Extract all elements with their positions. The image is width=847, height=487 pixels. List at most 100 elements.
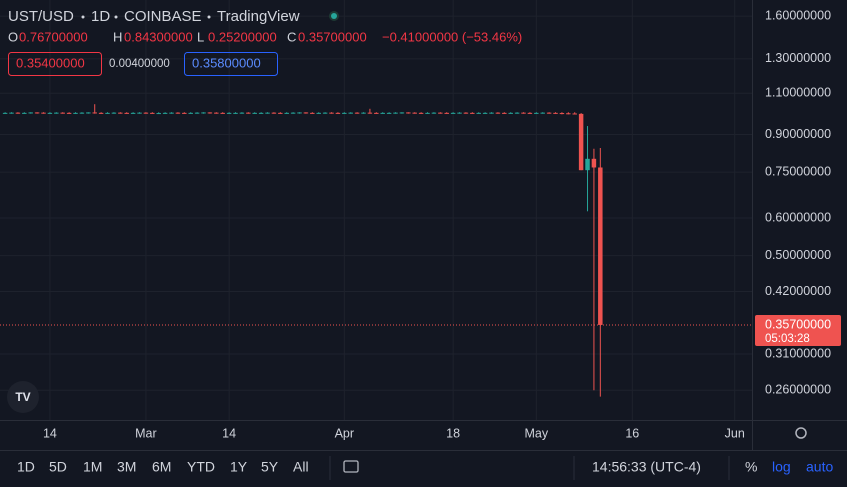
- candle-body: [546, 112, 552, 114]
- scale-option[interactable]: %: [745, 459, 757, 475]
- source: TradingView: [217, 8, 300, 25]
- range-button[interactable]: 5Y: [261, 459, 279, 475]
- scale-option[interactable]: auto: [806, 459, 833, 475]
- candle-body: [367, 112, 373, 114]
- candle-body: [66, 112, 72, 114]
- candle-body: [15, 112, 21, 114]
- range-button[interactable]: YTD: [187, 459, 215, 475]
- x-tick-label: Jun: [725, 426, 745, 440]
- ohlc-value: 0.35700000: [298, 29, 367, 44]
- y-tick-label: 0.31000000: [765, 346, 831, 360]
- candle-body: [233, 112, 238, 114]
- ohlc-key: O: [8, 29, 18, 44]
- logo[interactable]: TV: [15, 390, 30, 404]
- candle-body: [534, 112, 539, 114]
- candle-body: [86, 112, 91, 114]
- last-price-label: 0.35700000: [765, 318, 831, 332]
- candle-body: [111, 112, 117, 114]
- candle-body: [22, 112, 27, 114]
- candle-body: [540, 112, 545, 114]
- range-button[interactable]: All: [293, 459, 309, 475]
- candle-body: [265, 112, 270, 114]
- date-range-icon[interactable]: [343, 460, 359, 473]
- range-button[interactable]: 1M: [83, 459, 102, 475]
- candle-body: [348, 112, 353, 114]
- ask-box[interactable]: [184, 52, 278, 76]
- x-tick-label: May: [525, 426, 549, 440]
- candle-body: [585, 158, 590, 171]
- candle-body: [105, 112, 110, 114]
- interval: 1D: [91, 8, 110, 25]
- candle-body: [495, 112, 501, 114]
- ohlc-value: 0.84300000: [124, 29, 193, 44]
- x-tick-label: 16: [625, 426, 639, 440]
- logo-bg[interactable]: [7, 381, 39, 413]
- candle-body: [457, 112, 462, 114]
- range-button[interactable]: 6M: [152, 459, 171, 475]
- settings-icon[interactable]: [795, 427, 807, 439]
- x-tick-label: 14: [222, 426, 236, 440]
- candle-body: [34, 112, 40, 114]
- scale-option[interactable]: log: [772, 459, 791, 475]
- candle-body: [521, 112, 526, 114]
- bid[interactable]: 0.35400000: [16, 55, 85, 70]
- symbol: UST/USD: [8, 8, 74, 25]
- candle-body: [342, 112, 347, 114]
- candle-body: [130, 112, 136, 114]
- grid: [0, 0, 752, 420]
- candle-body: [559, 113, 565, 115]
- candle-body: [47, 112, 53, 114]
- candle-body: [169, 112, 174, 114]
- ohlc-key: H: [113, 29, 122, 44]
- candle-body: [175, 112, 181, 114]
- candle-body: [418, 112, 424, 114]
- candle-body: [598, 167, 603, 325]
- x-tick-label: 14: [43, 426, 57, 440]
- bid-box[interactable]: [8, 52, 102, 76]
- y-tick-label: 1.60000000: [765, 8, 831, 22]
- range-button[interactable]: 1D: [17, 459, 35, 475]
- candle-body: [335, 112, 341, 114]
- candle-body: [28, 112, 33, 114]
- candle-body: [150, 112, 155, 114]
- ohlc-key: C: [287, 29, 296, 44]
- candle-body: [591, 158, 597, 168]
- candle-body: [322, 112, 328, 114]
- x-tick-label: Mar: [135, 426, 157, 440]
- toolbar: 1D 5D 1M 3M 6M YTD 1Y 5Y All 14:56:33 (UTC-4)% log…: [17, 459, 833, 475]
- candle-body: [2, 112, 8, 114]
- ohlc-value: 0.25200000: [208, 29, 277, 44]
- candle-body: [374, 112, 379, 114]
- candle-body: [508, 112, 513, 114]
- candle-body: [290, 112, 296, 114]
- ask[interactable]: 0.35800000: [192, 55, 261, 70]
- candle-body: [399, 112, 405, 114]
- candle-body: [92, 112, 97, 114]
- separator-dot: [114, 15, 118, 19]
- candle-body: [156, 113, 161, 115]
- candle-body: [246, 112, 251, 114]
- candle-body: [9, 112, 14, 114]
- separator-dot: [207, 15, 211, 19]
- candle-body: [162, 112, 168, 114]
- candle-body: [502, 112, 507, 114]
- candle-body: [303, 112, 309, 114]
- range-button[interactable]: 5D: [49, 459, 67, 475]
- candle-body: [361, 112, 366, 114]
- candle-body: [450, 112, 456, 114]
- candle-body: [124, 112, 129, 114]
- candle-body: [329, 112, 334, 114]
- range-button[interactable]: 1Y: [230, 459, 248, 475]
- range-button[interactable]: 3M: [117, 459, 136, 475]
- candle-body: [380, 112, 385, 114]
- separator-dot: [81, 15, 85, 19]
- x-tick-label: Apr: [335, 426, 354, 440]
- candle-body: [118, 112, 123, 114]
- candle-body: [470, 112, 475, 114]
- ohlc-value: 0.76700000: [19, 29, 88, 44]
- candle-body: [252, 112, 257, 114]
- candle-body: [482, 112, 488, 114]
- candle-body: [182, 112, 187, 114]
- candle-body: [226, 112, 232, 114]
